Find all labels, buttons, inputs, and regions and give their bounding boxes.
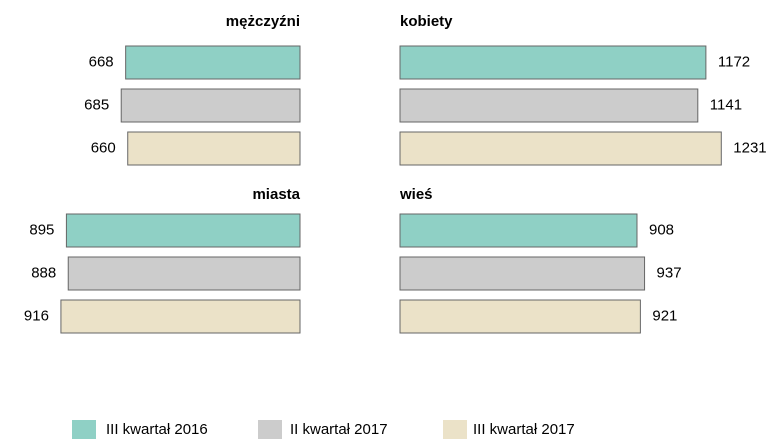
bar	[120, 88, 301, 123]
legend-label: III kwartał 2016	[106, 421, 208, 438]
value-label: 668	[89, 53, 114, 70]
bar	[399, 213, 638, 248]
bar	[127, 131, 301, 166]
value-label: 937	[657, 264, 682, 281]
bar	[399, 299, 641, 334]
value-label: 908	[649, 221, 674, 238]
value-label: 660	[91, 139, 116, 156]
bar	[399, 256, 646, 291]
bar	[60, 299, 301, 334]
legend-label: III kwartał 2017	[473, 421, 575, 438]
value-label: 685	[84, 96, 109, 113]
panel-title: kobiety	[400, 13, 453, 30]
value-label: 921	[652, 307, 677, 324]
legend-swatch	[443, 420, 467, 439]
value-label: 916	[24, 307, 49, 324]
bar	[67, 256, 301, 291]
bar	[399, 45, 707, 80]
panel-title: mężczyźni	[226, 13, 300, 30]
legend-swatch	[258, 420, 282, 439]
legend-swatch	[72, 420, 96, 439]
value-label: 888	[31, 264, 56, 281]
panel-title: miasta	[252, 186, 300, 203]
legend-label: II kwartał 2017	[290, 421, 388, 438]
panel-title: wieś	[399, 186, 433, 203]
value-label: 1172	[718, 53, 750, 70]
bar	[125, 45, 301, 80]
bar	[399, 131, 722, 166]
bar	[399, 88, 699, 123]
value-label: 1231	[733, 139, 766, 156]
value-label: 1141	[710, 96, 742, 113]
value-label: 895	[29, 221, 54, 238]
bar	[65, 213, 301, 248]
